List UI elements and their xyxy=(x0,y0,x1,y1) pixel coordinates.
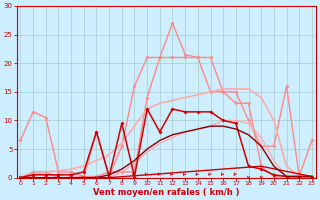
X-axis label: Vent moyen/en rafales ( km/h ): Vent moyen/en rafales ( km/h ) xyxy=(93,188,239,197)
